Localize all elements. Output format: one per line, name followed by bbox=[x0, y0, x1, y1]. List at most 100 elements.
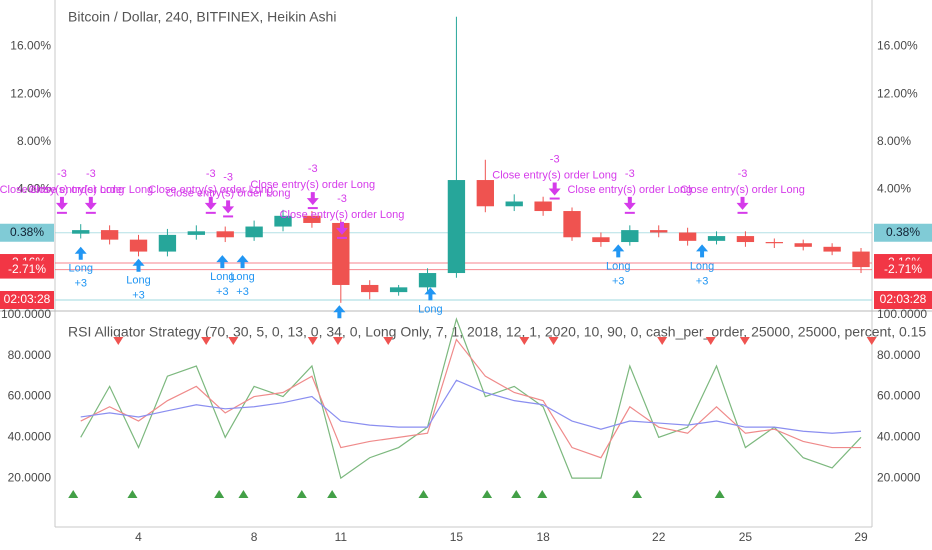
buy-marker bbox=[511, 490, 522, 498]
long-qty: +3 bbox=[132, 290, 145, 302]
long-label: Long bbox=[418, 303, 442, 315]
exit-qty: -3 bbox=[308, 163, 318, 175]
sell-marker bbox=[201, 337, 212, 345]
exit-qty: -3 bbox=[57, 168, 67, 180]
exit-qty: -3 bbox=[625, 168, 635, 180]
chart-title: Bitcoin / Dollar, 240, BITFINEX, Heikin … bbox=[68, 9, 336, 25]
sell-marker bbox=[548, 337, 559, 345]
candle-body bbox=[765, 242, 783, 244]
price-label: -2.71% bbox=[884, 262, 922, 276]
candle-body bbox=[852, 251, 870, 268]
x-tick-label: 22 bbox=[652, 530, 666, 544]
y-tick-label: 80.0000 bbox=[8, 348, 52, 362]
long-arrow bbox=[236, 255, 249, 269]
buy-marker bbox=[327, 490, 338, 498]
countdown: 02:03:28 bbox=[4, 292, 51, 306]
candle-body bbox=[592, 237, 610, 243]
long-label: Long bbox=[210, 271, 234, 283]
long-qty: +3 bbox=[216, 286, 229, 298]
price-label: 0.38% bbox=[886, 225, 920, 239]
y-tick-label: 16.00% bbox=[877, 39, 918, 53]
exit-label: Close entry(s) order Long bbox=[0, 184, 124, 196]
rsi-line bbox=[80, 338, 862, 459]
y-tick-label: 12.00% bbox=[877, 86, 918, 100]
exit-arrow bbox=[204, 196, 217, 210]
candle-body bbox=[678, 232, 697, 241]
long-arrow bbox=[696, 244, 709, 258]
sell-marker bbox=[866, 337, 877, 345]
y-tick-label: 40.0000 bbox=[877, 430, 921, 444]
buy-marker bbox=[296, 490, 307, 498]
sell-marker bbox=[519, 337, 530, 345]
y-tick-label: 16.00% bbox=[10, 39, 51, 53]
candle-body bbox=[447, 180, 466, 274]
price-label-box bbox=[0, 223, 54, 242]
candle-body bbox=[100, 230, 119, 240]
long-arrow bbox=[216, 255, 229, 269]
x-tick-label: 15 bbox=[450, 530, 464, 544]
exit-label: Close entry(s) order Long bbox=[148, 184, 273, 196]
candle-body bbox=[794, 243, 812, 247]
candle-body bbox=[418, 273, 437, 288]
exit-label: Close entry(s) order Long bbox=[250, 179, 375, 191]
long-qty: +3 bbox=[696, 275, 709, 287]
y-tick-label: 60.0000 bbox=[8, 389, 52, 403]
exit-label: Close entry(s) order Long bbox=[567, 184, 692, 196]
long-qty: +3 bbox=[236, 286, 249, 298]
sell-marker bbox=[705, 337, 716, 345]
exit-arrow bbox=[548, 182, 561, 196]
exit-arrow bbox=[55, 196, 68, 210]
buy-marker bbox=[537, 490, 548, 498]
exit-arrow bbox=[335, 221, 348, 235]
y-tick-label: 20.0000 bbox=[8, 470, 52, 484]
candle-body bbox=[361, 284, 379, 293]
candle-body bbox=[389, 287, 408, 293]
candle-body bbox=[650, 230, 668, 233]
exit-label: Close entry(s) order Long bbox=[680, 184, 805, 196]
long-qty: +3 bbox=[612, 275, 625, 287]
long-label: Long bbox=[68, 263, 92, 275]
exit-label: Close entry(s) order Long bbox=[28, 184, 153, 196]
price-label: -2.71% bbox=[8, 262, 46, 276]
exit-qty: -3 bbox=[223, 171, 233, 183]
y-tick-label: 60.0000 bbox=[877, 389, 921, 403]
long-label: Long bbox=[690, 260, 714, 272]
countdown-box bbox=[874, 291, 932, 309]
buy-marker bbox=[68, 490, 79, 498]
exit-label: Close entry(s) order Long bbox=[280, 209, 405, 221]
sell-marker bbox=[383, 337, 394, 345]
indicator-title: RSI Alligator Strategy (70, 30, 5, 0, 13… bbox=[68, 324, 926, 340]
price-label: 0.38% bbox=[10, 225, 44, 239]
candle-body bbox=[476, 180, 494, 207]
x-tick-label: 11 bbox=[335, 530, 348, 544]
exit-arrow bbox=[84, 196, 97, 210]
buy-marker bbox=[238, 490, 249, 498]
y-tick-label: 20.0000 bbox=[877, 470, 921, 484]
x-tick-label: 29 bbox=[854, 530, 868, 544]
exit-arrow bbox=[306, 192, 319, 206]
buy-marker bbox=[127, 490, 138, 498]
long-label: Long bbox=[126, 275, 150, 287]
x-tick-label: 18 bbox=[536, 530, 550, 544]
exit-label: Close entry(s) order Long bbox=[166, 187, 291, 199]
y-tick-label: 12.00% bbox=[10, 86, 51, 100]
buy-marker bbox=[214, 490, 225, 498]
x-tick-label: 4 bbox=[135, 530, 142, 544]
candle-body bbox=[245, 226, 263, 238]
candle-body bbox=[72, 230, 90, 234]
candle-body bbox=[563, 211, 581, 238]
buy-marker bbox=[418, 490, 429, 498]
exit-arrow bbox=[222, 200, 235, 214]
buy-marker bbox=[482, 490, 493, 498]
long-arrow bbox=[132, 258, 145, 272]
long-qty: +3 bbox=[74, 278, 87, 290]
sell-marker bbox=[657, 337, 668, 345]
y-tick-label: 80.0000 bbox=[877, 348, 921, 362]
y-tick-label: 8.00% bbox=[17, 134, 51, 148]
countdown: 02:03:28 bbox=[880, 292, 927, 306]
price-label-box bbox=[0, 260, 54, 279]
rsi-line bbox=[80, 379, 862, 434]
y-tick-label: 40.0000 bbox=[8, 430, 52, 444]
